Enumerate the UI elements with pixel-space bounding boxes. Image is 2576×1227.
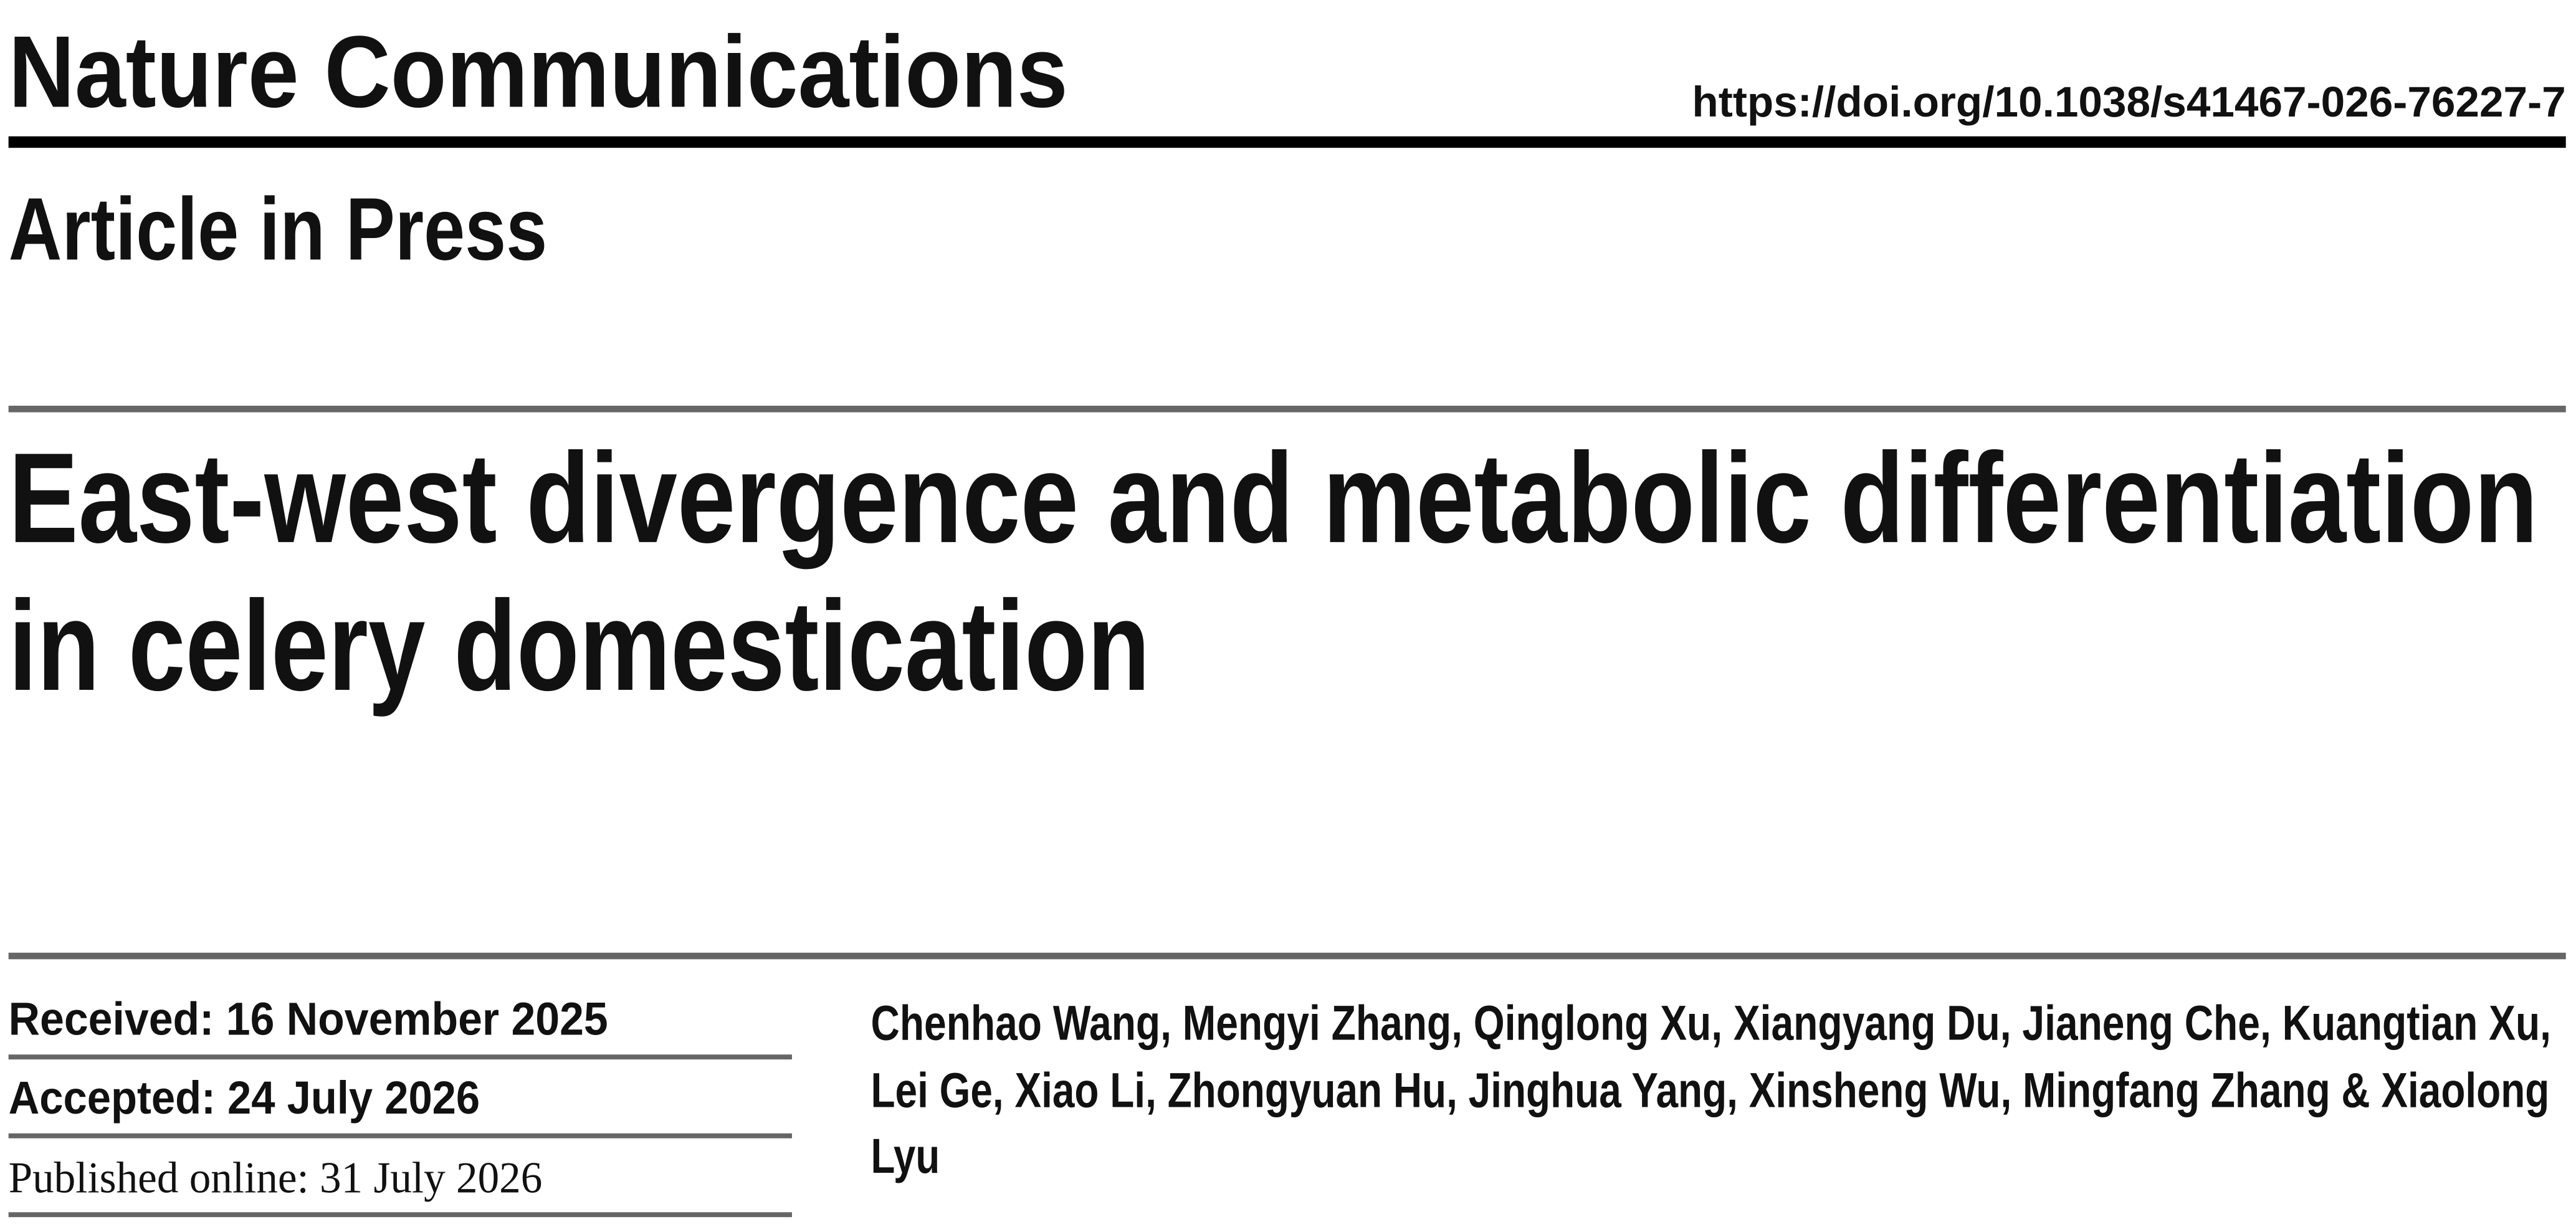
date-rule	[8, 1212, 792, 1218]
header-rule	[8, 136, 2566, 148]
author-list: Chenhao Wang, Mengyi Zhang, Qinglong Xu,…	[871, 995, 2551, 1051]
doi-link[interactable]: https://doi.org/10.1038/s41467-026-76227…	[1692, 78, 2565, 126]
article-title: in celery domestication	[9, 574, 1150, 717]
article-title: East-west divergence and metabolic diffe…	[9, 426, 2538, 570]
published-date: Published online: 31 July 2026	[9, 1154, 543, 1203]
received-date: Received: 16 November 2025	[9, 993, 608, 1045]
journal-name: Nature Communications	[9, 14, 1068, 128]
info-rule	[8, 952, 2566, 960]
date-rule	[8, 1054, 792, 1060]
article-status: Article in Press	[9, 179, 548, 279]
title-rule	[8, 406, 2566, 413]
accepted-date: Accepted: 24 July 2026	[9, 1072, 480, 1124]
author-list: Lei Ge, Xiao Li, Zhongyuan Hu, Jinghua Y…	[871, 1062, 2549, 1118]
date-rule	[8, 1133, 792, 1139]
author-list: Lyu	[871, 1128, 940, 1183]
